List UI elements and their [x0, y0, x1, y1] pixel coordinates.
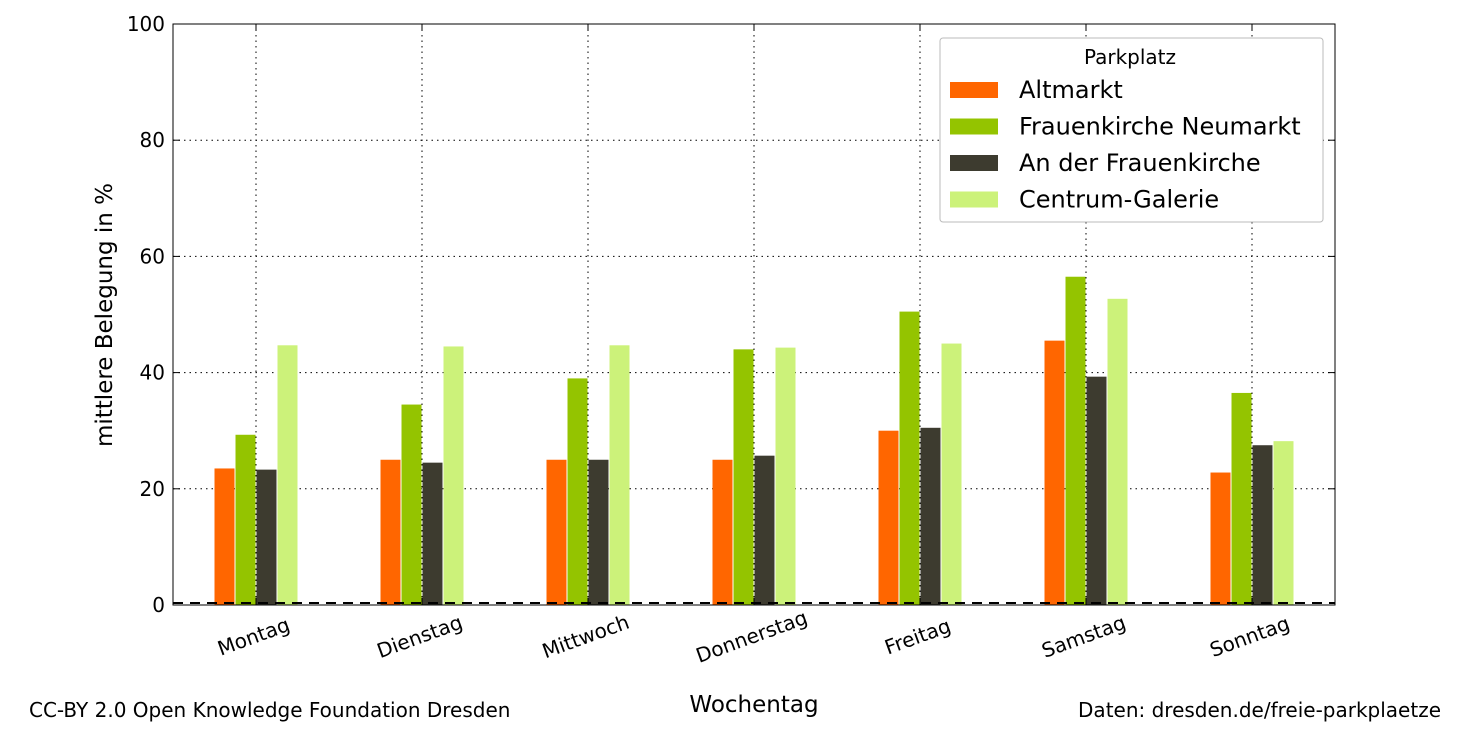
license-credit: CC-BY 2.0 Open Knowledge Foundation Dres…	[29, 698, 511, 722]
legend-frame	[939, 37, 1324, 223]
x-tick-label: Mittwoch	[539, 610, 633, 664]
x-tick-label: Sonntag	[1206, 611, 1292, 662]
legend-swatch	[950, 118, 998, 135]
bar-altmarkt	[380, 459, 401, 605]
bar-an-der-frauenkirche	[422, 462, 443, 605]
legend-label: Altmarkt	[1019, 76, 1123, 104]
y-tick-label: 60	[140, 244, 165, 268]
x-tick-label: Freitag	[881, 613, 954, 659]
bar-centrum-galerie	[277, 345, 298, 605]
x-tick-label: Montag	[214, 612, 293, 660]
bar-an-der-frauenkirche	[1086, 376, 1107, 605]
data-source-credit: Daten: dresden.de/freie-parkplaetze	[1078, 698, 1441, 722]
bar-altmarkt	[712, 459, 733, 605]
legend-swatch	[950, 191, 998, 208]
y-tick-label: 80	[140, 128, 165, 152]
bar-frauenkirche-neumarkt	[401, 404, 422, 605]
bar-an-der-frauenkirche	[256, 469, 277, 605]
x-tick-label: Dienstag	[374, 610, 466, 663]
bar-frauenkirche-neumarkt	[235, 434, 256, 605]
legend-swatch	[950, 82, 998, 98]
bar-centrum-galerie	[775, 347, 796, 605]
bar-an-der-frauenkirche	[920, 427, 941, 605]
x-tick-label: Samstag	[1038, 610, 1129, 663]
bar-frauenkirche-neumarkt	[1065, 276, 1086, 605]
bar-centrum-galerie	[941, 343, 962, 605]
bar-an-der-frauenkirche	[754, 455, 775, 605]
bar-centrum-galerie	[1273, 441, 1294, 605]
bar-an-der-frauenkirche	[1252, 445, 1273, 605]
y-tick-label: 40	[140, 361, 165, 385]
bar-frauenkirche-neumarkt	[567, 378, 588, 605]
bar-frauenkirche-neumarkt	[733, 349, 754, 605]
bar-frauenkirche-neumarkt	[899, 311, 920, 605]
legend-label: An der Frauenkirche	[1019, 149, 1261, 177]
bar-frauenkirche-neumarkt	[1231, 392, 1252, 605]
bar-altmarkt	[1044, 340, 1065, 605]
bar-centrum-galerie	[443, 346, 464, 605]
legend-label: Centrum-Galerie	[1019, 186, 1219, 214]
y-axis-label: mittlere Belegung in %	[92, 183, 118, 447]
x-tick-label: Donnerstag	[693, 605, 811, 667]
bar-centrum-galerie	[609, 345, 630, 605]
y-tick-label: 20	[140, 477, 165, 501]
y-axis-ticks: 0 20 40 60 80 100	[127, 12, 1335, 617]
legend-items: Altmarkt Frauenkirche Neumarkt An der Frau…	[950, 76, 1301, 214]
bar-altmarkt	[546, 459, 567, 605]
legend-label: Frauenkirche Neumarkt	[1019, 113, 1301, 141]
y-tick-label: 0	[152, 593, 165, 617]
y-tick-label: 100	[127, 12, 165, 36]
x-axis-label: Wochentag	[689, 692, 818, 718]
bar-altmarkt	[214, 468, 235, 605]
bar-altmarkt	[878, 430, 899, 605]
bar-centrum-galerie	[1107, 298, 1128, 605]
bar-altmarkt	[1210, 472, 1231, 605]
bar-an-der-frauenkirche	[588, 459, 609, 605]
bars	[214, 276, 1294, 605]
legend-swatch	[950, 155, 998, 171]
legend-title: Parkplatz	[1084, 45, 1176, 69]
